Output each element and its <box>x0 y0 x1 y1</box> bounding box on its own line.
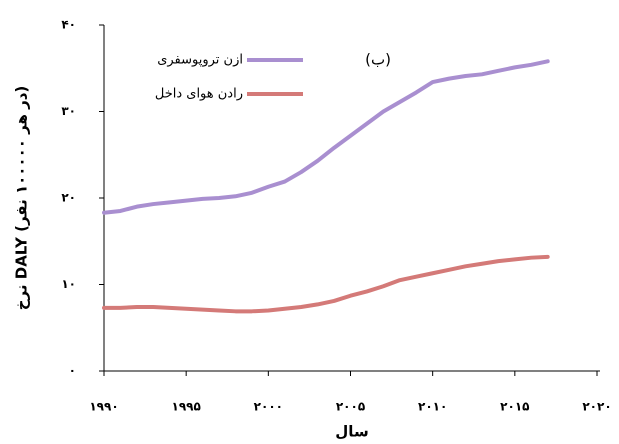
x-tick-label: ۱۹۹۵ <box>172 400 201 414</box>
y-axis-title: نرخ DALY (در هر ۱۰۰۰۰۰ نفر) <box>13 86 31 311</box>
x-tick-label: ۲۰۲۰ <box>582 400 611 414</box>
y-tick-label: ۴۰ <box>61 18 76 32</box>
line-series <box>102 254 550 314</box>
line-series <box>102 59 550 215</box>
legend-label: رادن هوای داخل <box>155 87 243 102</box>
x-axis-title: سال <box>335 423 368 441</box>
annotation: (ب) <box>365 51 391 69</box>
x-tick-label: ۲۰۰۵ <box>336 400 365 414</box>
x-tick-label: ۱۹۹۰ <box>89 400 118 414</box>
y-tick-label: ۱۰ <box>61 277 76 291</box>
y-tick-label: ۳۰ <box>61 104 76 118</box>
x-tick-label: ۲۰۱۵ <box>500 400 529 414</box>
y-tick-label: ۲۰ <box>61 191 76 205</box>
y-tick-label: ۰ <box>69 364 76 378</box>
legend-label: ازن تروپوسفری <box>157 53 243 68</box>
x-tick-label: ۲۰۰۰ <box>254 400 283 414</box>
x-tick-label: ۲۰۱۰ <box>418 400 447 414</box>
